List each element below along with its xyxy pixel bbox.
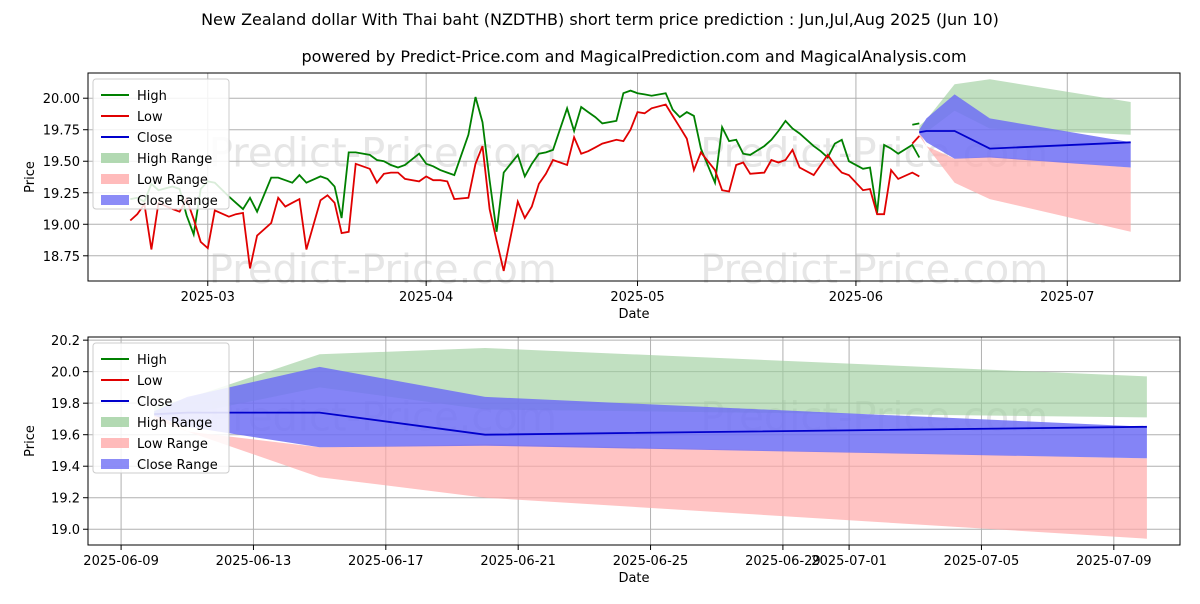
y-tick-label: 19.75	[43, 124, 80, 139]
y-tick-label: 20.00	[43, 92, 80, 107]
legend-label-close: Close	[137, 395, 172, 410]
y-tick-label: 19.0	[51, 523, 80, 538]
watermark-bottom-left: Predict-Price.com	[209, 247, 557, 293]
y-tick-label: 20.0	[51, 366, 80, 381]
y-tick-label: 19.00	[43, 218, 80, 233]
plot-frame	[87, 336, 1181, 546]
close-range-band	[919, 94, 1131, 168]
legend-label-low-range: Low Range	[137, 173, 208, 188]
y-tick-label: 19.2	[51, 492, 80, 507]
legend-label-high: High	[137, 353, 167, 368]
legend-label-high-range: High Range	[137, 152, 212, 167]
x-tick-label: 2025-04	[399, 290, 453, 305]
legend-swatch-high-range	[101, 153, 129, 163]
legend-label-close: Close	[137, 131, 172, 146]
y-tick-label: 19.8	[51, 397, 80, 412]
chart-subtitle: powered by Predict-Price.com and Magical…	[301, 47, 966, 66]
x-axis-label: Date	[618, 307, 649, 322]
legend-label-low: Low	[137, 374, 163, 389]
close-series-line	[919, 130, 1131, 150]
x-tick-label: 2025-06	[829, 290, 883, 305]
x-tick-label: 2025-07-05	[944, 554, 1020, 569]
x-tick-label: 2025-06-09	[83, 554, 159, 569]
chart-title: New Zealand dollar With Thai baht (NZDTH…	[201, 10, 999, 29]
x-tick-label: 2025-06-17	[348, 554, 424, 569]
y-axis-label: Price	[23, 161, 38, 193]
x-tick-label: 2025-03	[181, 290, 235, 305]
y-axis-label: Price	[23, 425, 38, 457]
low-range-band	[154, 412, 1147, 539]
plot-frame	[87, 72, 1181, 282]
low-overview-line	[911, 135, 920, 145]
high-range-band	[154, 348, 1147, 418]
y-tick-label: 20.2	[51, 334, 80, 349]
x-axis-label: Date	[618, 571, 649, 586]
y-tick-label: 19.25	[43, 187, 80, 202]
legend-label-low-range: Low Range	[137, 437, 208, 452]
x-tick-label: 2025-06-13	[216, 554, 292, 569]
high-range-band	[919, 79, 1131, 135]
legend-label-close-range: Close Range	[137, 194, 218, 209]
x-tick-label: 2025-06-29	[745, 554, 821, 569]
x-tick-label: 2025-07	[1040, 290, 1094, 305]
watermark-bottom-right: Predict-Price.com	[700, 247, 1048, 293]
x-tick-label: 2025-07-09	[1076, 554, 1152, 569]
legend-swatch-low-range	[101, 174, 129, 184]
y-tick-label: 18.75	[43, 250, 80, 265]
legend-label-close-range: Close Range	[137, 458, 218, 473]
legend-swatch-low-range	[101, 438, 129, 448]
legend-swatch-close-range	[101, 459, 129, 469]
close-range-band	[154, 366, 1147, 459]
y-tick-label: 19.6	[51, 429, 80, 444]
x-tick-label: 2025-07-01	[811, 554, 887, 569]
x-tick-label: 2025-05	[610, 290, 664, 305]
low-series-line	[129, 103, 920, 272]
x-tick-label: 2025-06-21	[480, 554, 556, 569]
forecast-plot: Predict-Price.comPredict-Price.com2025-0…	[23, 334, 1181, 586]
legend-label-high-range: High Range	[137, 416, 212, 431]
watermark-left: Predict-Price.com	[209, 131, 557, 177]
legend-swatch-close-range	[101, 195, 129, 205]
high-overview-line	[912, 122, 920, 126]
high-series-line	[130, 89, 921, 238]
y-tick-label: 19.4	[51, 460, 80, 475]
legend-label-high: High	[137, 89, 167, 104]
x-tick-label: 2025-06-25	[613, 554, 689, 569]
legend-swatch-high-range	[101, 417, 129, 427]
low-range-band	[919, 131, 1131, 232]
y-tick-label: 19.50	[43, 155, 80, 170]
overview-plot: Predict-Price.com Predict-Price.com Predic…	[23, 72, 1181, 322]
legend-label-low: Low	[137, 110, 163, 125]
